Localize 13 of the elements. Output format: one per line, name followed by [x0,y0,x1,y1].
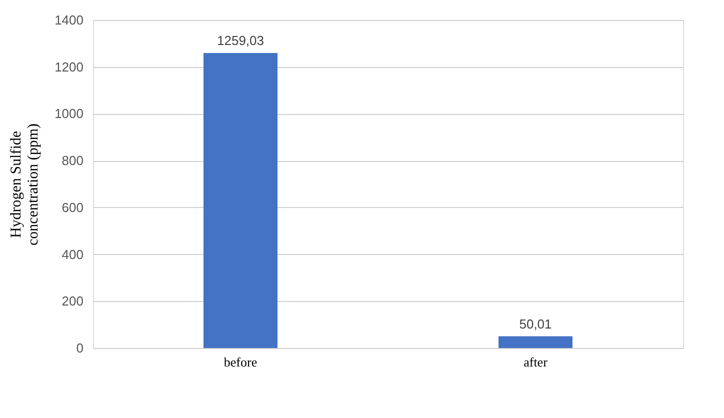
y-axis-title: Hydrogen Sulfide concentration (ppm) [8,123,42,246]
y-tick-label: 400 [62,246,84,262]
y-tick-label: 200 [62,294,84,309]
y-tick-label: 1200 [54,59,84,74]
data-label: 1259,03 [217,33,264,48]
y-tick-label: 600 [62,200,84,215]
y-tick-label: 0 [76,340,84,356]
x-tick-label: after [524,354,548,370]
data-label: 50,01 [519,316,552,332]
y-tick-label: 800 [62,153,84,168]
x-tick-label: before [224,354,258,370]
y-tick-label: 1000 [54,106,84,122]
y-tick-label: 1400 [54,12,84,28]
